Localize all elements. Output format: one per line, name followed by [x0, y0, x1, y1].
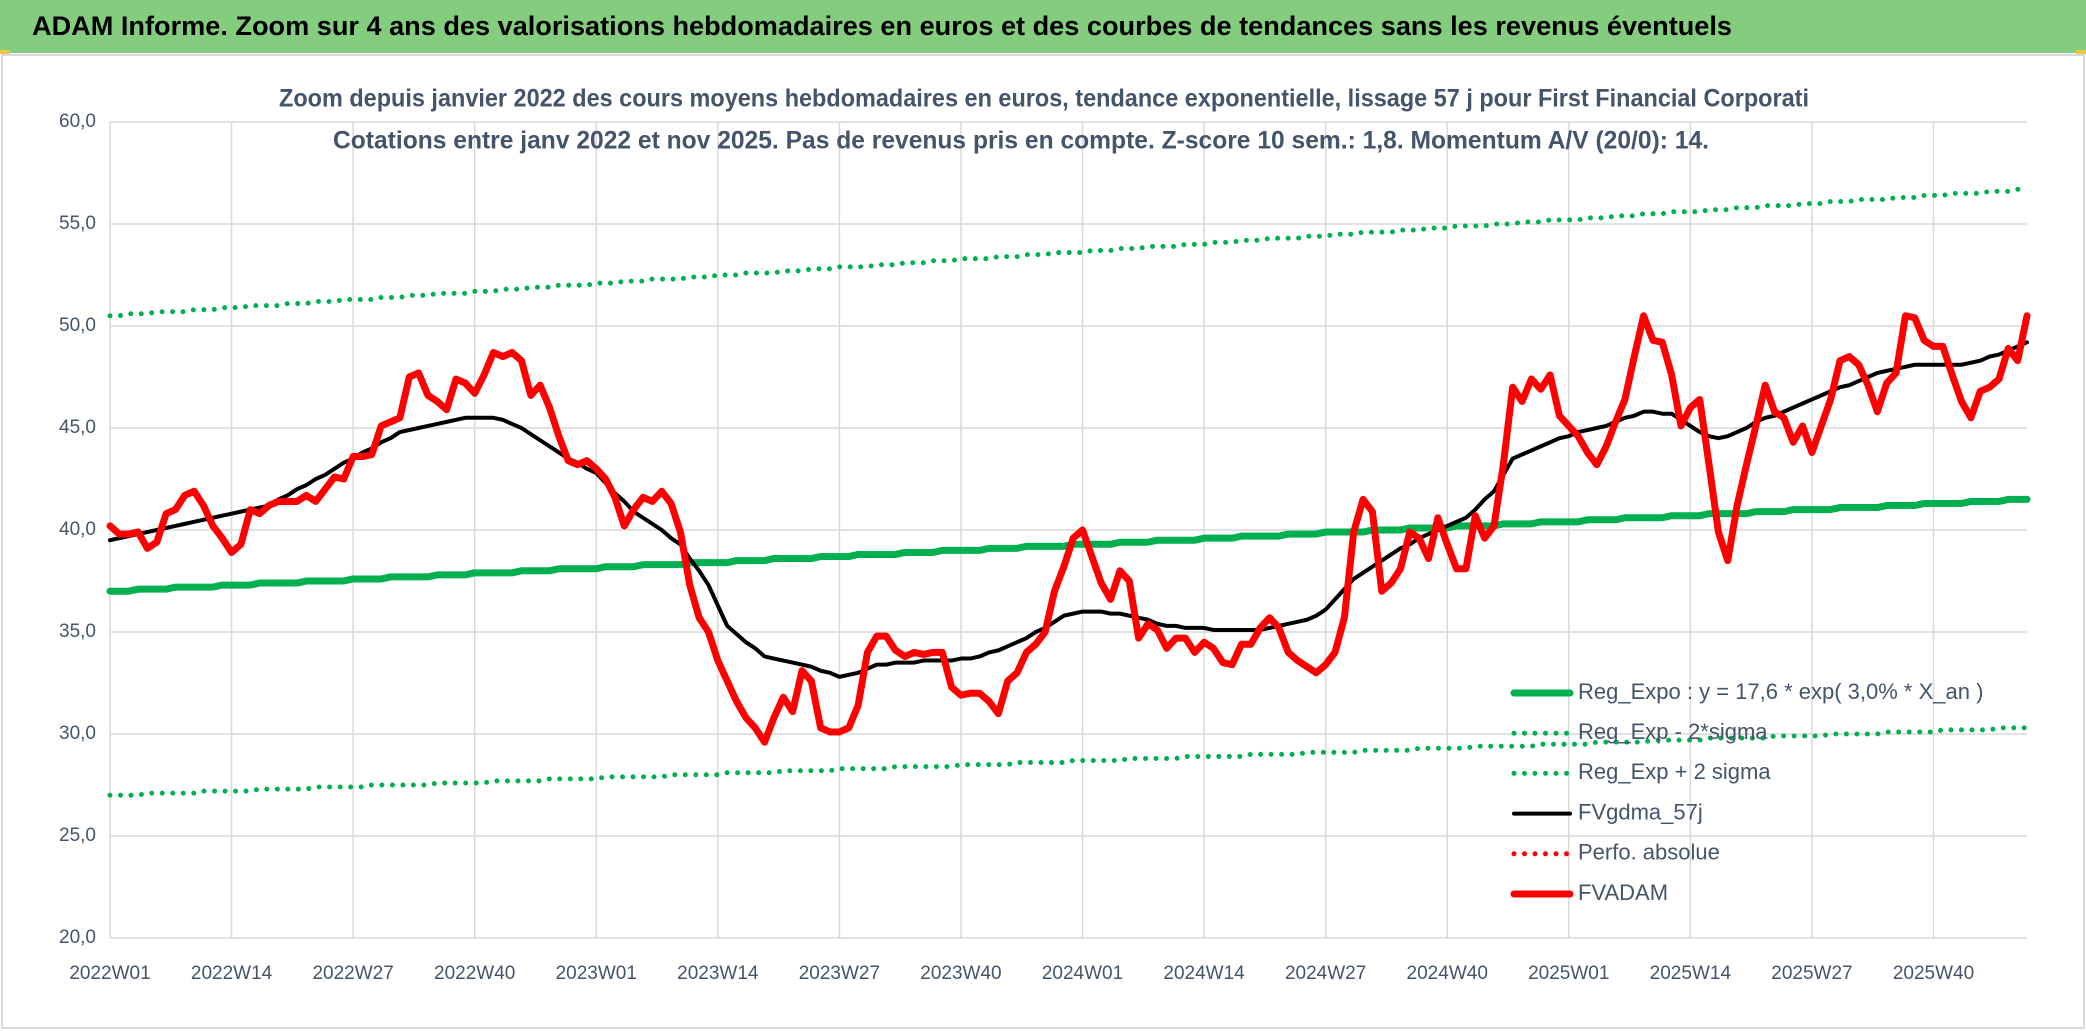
- x-tick-label: 2023W01: [556, 963, 637, 984]
- series-line: [106, 312, 2031, 746]
- y-tick-label: 20,0: [59, 927, 96, 948]
- grid: 20,0 25,0 30,0 35,0 40,0 45,0 50,0 55,0 60,0 2022…: [59, 111, 2027, 984]
- legend-label: Perfo. absolue: [1578, 840, 1720, 865]
- x-tick-label: 2025W14: [1650, 963, 1732, 984]
- y-tick-label: 30,0: [59, 723, 96, 744]
- x-tick-label: 2023W40: [920, 963, 1001, 984]
- y-tick-label: 45,0: [59, 417, 96, 438]
- plot: [106, 186, 2031, 798]
- x-tick-label: 2024W01: [1042, 963, 1123, 984]
- header-accent: [0, 50, 10, 54]
- x-tick-label: 2022W40: [434, 963, 515, 984]
- series-line: [107, 186, 2030, 319]
- chart-subtitle: Cotations entre janv 2022 et nov 2025. P…: [333, 127, 1709, 155]
- y-tick-label: 55,0: [59, 213, 96, 234]
- x-tick-label: 2025W27: [1771, 963, 1852, 984]
- x-tick-label: 2025W01: [1528, 963, 1609, 984]
- legend: Reg_Expo : y = 17,6 * exp( 3,0% * X_an )…: [1510, 679, 1983, 905]
- x-tick-label: 2023W14: [677, 963, 759, 984]
- x-tick-label: 2022W27: [312, 963, 393, 984]
- x-tick-label: 2022W14: [191, 963, 273, 984]
- y-tick-label: 60,0: [59, 111, 96, 132]
- header-title: ADAM Informe. Zoom sur 4 ans des valoris…: [32, 11, 1732, 41]
- legend-label: Reg_Exp - 2*sigma: [1578, 719, 1768, 744]
- y-tick-label: 50,0: [59, 315, 96, 336]
- legend-label: FVADAM: [1578, 880, 1668, 905]
- chart-frame: [1, 54, 2085, 1029]
- y-tick-label: 25,0: [59, 825, 96, 846]
- x-tick-label: 2023W27: [799, 963, 880, 984]
- legend-label: FVgdma_57j: [1578, 799, 1703, 824]
- x-tick-label: 2024W14: [1163, 963, 1245, 984]
- y-tick-label: 40,0: [59, 519, 96, 540]
- x-tick-label: 2024W27: [1285, 963, 1366, 984]
- x-tick-label: 2025W40: [1893, 963, 1974, 984]
- y-tick-label: 35,0: [59, 621, 96, 642]
- legend-label: Reg_Exp + 2 sigma: [1578, 759, 1771, 784]
- chart-title: Zoom depuis janvier 2022 des cours moyen…: [279, 85, 1809, 113]
- legend-label: Reg_Expo : y = 17,6 * exp( 3,0% * X_an ): [1578, 679, 1983, 704]
- header-bar: [0, 0, 2086, 53]
- x-tick-label: 2024W40: [1407, 963, 1488, 984]
- header-accent: [2076, 50, 2086, 54]
- x-tick-label: 2022W01: [69, 963, 150, 984]
